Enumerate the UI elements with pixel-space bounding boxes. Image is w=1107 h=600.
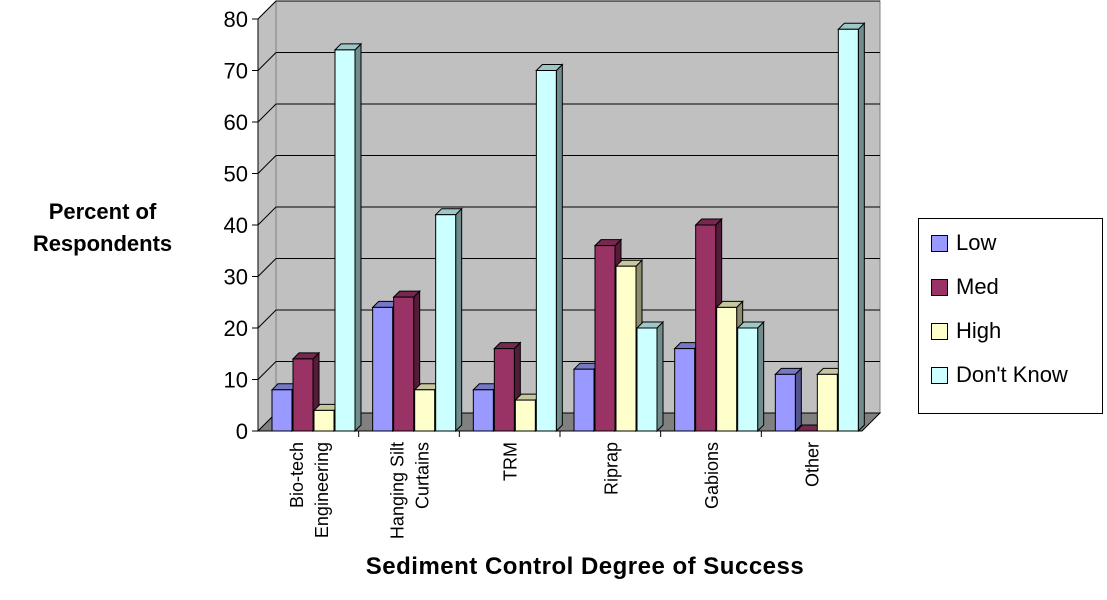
y-tick-labels: 0 10 20 30 40 50 60 70 80: [224, 7, 248, 444]
legend-item: Med: [931, 273, 999, 301]
bar: [774, 367, 803, 433]
gridline: [257, 309, 880, 329]
bar-front: [816, 373, 838, 432]
gridline: [257, 155, 880, 174]
bar-front: [594, 245, 616, 432]
bar: [493, 341, 522, 433]
bar-front: [313, 409, 335, 432]
x-tick-label: Gabions: [702, 442, 722, 509]
legend-label: High: [956, 318, 1002, 343]
bar-front: [573, 368, 595, 432]
gridline: [257, 0, 880, 20]
legend-swatch: [931, 366, 948, 384]
bar-front: [535, 70, 557, 432]
bar-front: [514, 399, 536, 432]
legend-item: Don't Know: [931, 361, 1068, 389]
bar-front: [837, 28, 859, 432]
bar: [635, 320, 665, 433]
legend-item: Low: [931, 229, 996, 257]
legend-swatch: [931, 322, 948, 340]
bars: [270, 22, 866, 433]
y-tick-label: 20: [224, 316, 248, 341]
bar-front: [636, 327, 658, 432]
bar-side: [354, 42, 362, 433]
gridline: [257, 103, 880, 123]
y-tick-label: 30: [224, 265, 248, 290]
gridline: [257, 258, 880, 277]
gridline: [257, 52, 880, 71]
bar: [736, 320, 765, 433]
y-tick-label: 50: [224, 162, 248, 187]
y-tick-label: 60: [224, 110, 248, 135]
bar-side: [757, 320, 765, 433]
y-axis-label: Percent of Respondents: [32, 199, 173, 256]
bar: [333, 42, 363, 433]
bar-side: [455, 207, 463, 433]
bar-front: [737, 327, 759, 432]
bar-front: [292, 358, 314, 432]
bar: [291, 351, 321, 433]
bar-front: [774, 373, 796, 432]
y-tick-label: 80: [224, 7, 248, 32]
bar: [434, 207, 463, 433]
x-tick-label: Bio-tech: [287, 442, 307, 508]
bar-front: [334, 49, 356, 432]
x-tick-label: Engineering: [312, 442, 332, 538]
axes: [252, 18, 862, 437]
bar-side: [794, 367, 802, 433]
gridline: [257, 206, 880, 226]
y-tick-label: 70: [224, 59, 248, 84]
x-tick-labels: Bio-tech Engineering Hanging Silt Curtains T…: [287, 442, 823, 539]
bar-side: [555, 63, 563, 433]
bar-front: [615, 265, 637, 432]
bar-front: [472, 389, 494, 432]
bar: [837, 22, 866, 433]
y-tick-label: 10: [224, 368, 248, 393]
y-tick-label: 40: [224, 213, 248, 238]
bar-front: [393, 296, 415, 432]
x-tick-label: Other: [803, 442, 823, 487]
bar-front: [695, 224, 717, 432]
legend: Low Med High Don't Know: [918, 218, 1103, 414]
bar-front: [372, 306, 394, 432]
bar-side: [857, 22, 865, 433]
legend-swatch: [931, 234, 948, 252]
gridlines: [257, 0, 880, 380]
bar-front: [414, 389, 436, 432]
legend-label: Low: [956, 230, 997, 255]
x-tick-label: Hanging Silt: [388, 442, 408, 539]
bar-front: [493, 348, 515, 432]
legend-label: Med: [956, 274, 999, 299]
legend-swatch: [931, 278, 948, 296]
x-axis-label: Sediment Control Degree of Success: [365, 553, 805, 580]
legend-label: Don't Know: [956, 362, 1068, 387]
x-tick-label: TRM: [501, 442, 521, 481]
bar-front: [674, 348, 696, 432]
bar: [535, 63, 564, 433]
bar-front: [435, 214, 457, 432]
y-tick-label: 0: [236, 419, 248, 444]
legend-item: High: [931, 317, 1001, 345]
bar-front: [716, 306, 738, 432]
bar-side: [656, 320, 664, 433]
x-tick-label: Curtains: [413, 442, 433, 509]
bar-front: [271, 389, 293, 432]
x-tick-label: Riprap: [601, 442, 621, 495]
